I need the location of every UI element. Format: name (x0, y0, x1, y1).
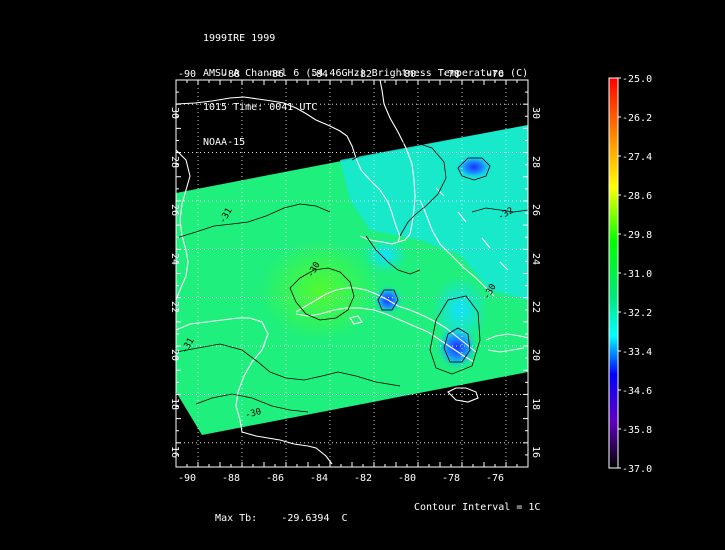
frame-ticks (175, 79, 529, 468)
lon-label-bottom: -86 (266, 473, 284, 484)
coast-florida-east (379, 80, 416, 243)
contour-cold-c-outer (429, 295, 481, 375)
contour-32-north (351, 141, 447, 237)
lon-label-bottom: -84 (310, 473, 328, 484)
colorbar-ticks (618, 77, 621, 469)
lat-label-right: 24 (530, 253, 541, 265)
lat-label-left: 30 (169, 107, 180, 119)
colorbar-gradient (608, 77, 619, 469)
lon-label-top: -84 (310, 69, 328, 80)
max-tb-readout: Max Tb: -29.6394 C (203, 502, 348, 524)
contour-32-bahamas (365, 235, 421, 275)
lon-label-top: -80 (398, 69, 416, 80)
colorbar-label: -33.4 (622, 347, 652, 358)
lat-labels-right: 16 18 20 22 24 26 28 30 (530, 107, 541, 458)
contour-31-west (176, 203, 331, 239)
lat-label-right: 26 (530, 204, 541, 216)
max-tb-unit: C (341, 513, 348, 524)
coast-cuba (295, 287, 477, 363)
lon-label-top: -90 (178, 69, 196, 80)
colorbar-label: -37.0 (622, 464, 652, 475)
title-line-2: AMSU-A Channel 6 (54.46GHz) Brightness T… (203, 67, 529, 79)
colorbar-label: -25.0 (622, 74, 652, 85)
lon-label-top: -76 (486, 69, 504, 80)
coast-gulf-north (176, 96, 401, 245)
coast-bahamas (419, 187, 509, 297)
lon-labels-bottom: -90 -88 -86 -84 -82 -80 -78 -76 (178, 473, 504, 484)
swath-green-core (260, 240, 380, 340)
coast-gulf-west (176, 149, 191, 301)
lon-label-bottom: -90 (178, 473, 196, 484)
coast-isle-pines (349, 315, 363, 325)
contour-label: -30 (244, 407, 262, 421)
lon-label-bottom: -76 (486, 473, 504, 484)
coast-yucatan (176, 317, 269, 433)
colorbar-label: -32.2 (622, 308, 652, 319)
colorbar-label: -35.8 (622, 425, 652, 436)
lat-label-left: 22 (169, 301, 180, 313)
lon-label-top: -78 (442, 69, 460, 80)
contour-cold-a (457, 157, 491, 181)
lat-label-left: 24 (169, 253, 180, 265)
title-line-4: NOAA-15 (203, 136, 246, 148)
coast-central-america (241, 431, 333, 465)
title-line-3: 1015 Time: 0041 UTC (203, 102, 318, 113)
max-tb-label: Max Tb: (215, 513, 258, 524)
coast-florida-keys (359, 235, 393, 245)
contour-30-center (289, 267, 355, 321)
lat-label-left: 26 (169, 204, 180, 216)
colorbar-label: -34.6 (622, 386, 652, 397)
contour-cold-b (377, 289, 399, 311)
lon-label-bottom: -78 (442, 473, 460, 484)
lat-label-right: 22 (530, 301, 541, 313)
title-block: 1999IRE 1999 AMSU-A Channel 6 (54.46GHz)… (203, 10, 528, 160)
lat-label-right: 18 (530, 398, 541, 410)
lon-label-bottom: -82 (354, 473, 372, 484)
lat-label-right: 16 (530, 446, 541, 458)
swath-cyan-spot-d (432, 276, 488, 344)
contour-32-east (471, 207, 528, 213)
lat-label-left: 16 (169, 446, 180, 458)
lon-label-top: -82 (354, 69, 372, 80)
colorbar-label: -27.4 (622, 152, 652, 163)
lat-label-right: 20 (530, 349, 541, 361)
colorbar-label: -28.6 (622, 191, 652, 202)
colorbar-label: -29.8 (622, 230, 652, 241)
coastlines (176, 80, 528, 465)
contour-lines (176, 141, 528, 413)
title-line-1: 1999IRE 1999 (203, 33, 276, 44)
lon-label-top: -88 (222, 69, 240, 80)
contour-30-south (195, 393, 309, 413)
max-tb-value: -29.6394 (281, 513, 330, 524)
lat-label-right: 28 (530, 156, 541, 168)
contour-cold-c (443, 327, 471, 363)
lon-label-bottom: -80 (398, 473, 416, 484)
lon-label-top: -86 (266, 69, 284, 80)
lat-label-right: 30 (530, 107, 541, 119)
lat-label-left: 28 (169, 156, 180, 168)
lon-labels-top: -90 -88 -86 -84 -82 -80 -78 -76 (178, 69, 504, 80)
lon-label-bottom: -88 (222, 473, 240, 484)
colorbar-label: -26.2 (622, 113, 652, 124)
graticule (176, 80, 528, 467)
colorbar-label: -31.0 (622, 269, 652, 280)
swath-layer (176, 125, 528, 435)
lat-labels-left: 16 18 20 22 24 26 28 30 (169, 107, 180, 458)
lat-label-left: 18 (169, 398, 180, 410)
colorbar: -25.0 -26.2 -27.4 -28.6 -29.8 -31.0 -32.… (608, 74, 652, 475)
contour-31-south (176, 343, 401, 387)
contour-interval: Contour Interval = 1C (414, 502, 541, 513)
coast-hispaniola (485, 333, 528, 353)
lat-label-left: 20 (169, 349, 180, 361)
coast-jamaica (447, 387, 479, 403)
